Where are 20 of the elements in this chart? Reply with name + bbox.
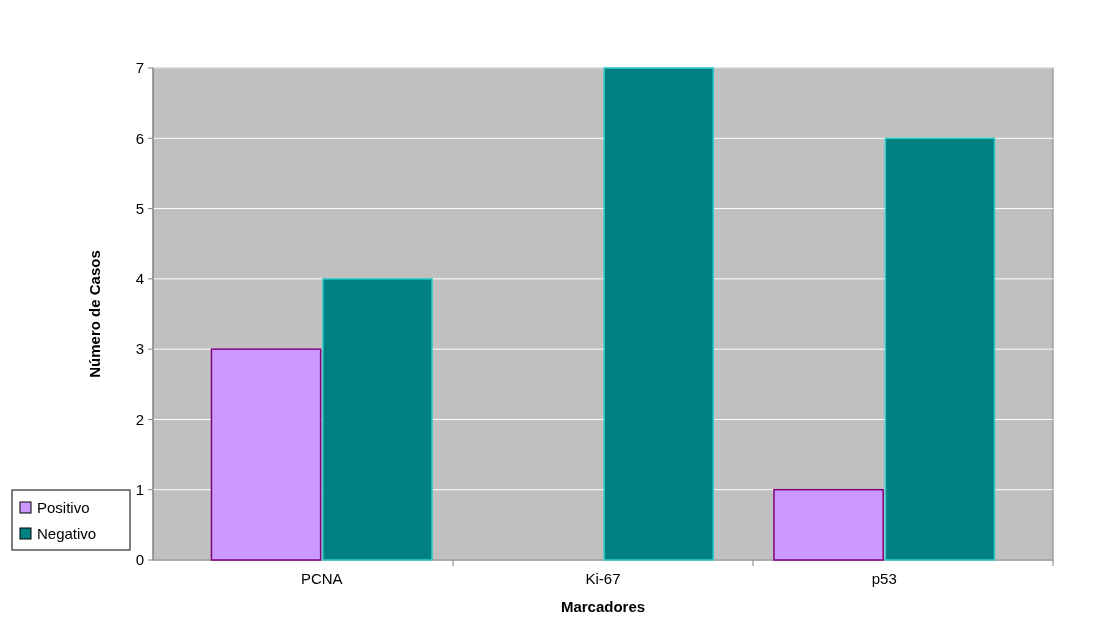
bar <box>210 348 322 561</box>
bar <box>603 67 715 561</box>
y-tick-label: 7 <box>135 59 144 77</box>
legend-label: Negativo <box>37 525 97 543</box>
legend-label: Positivo <box>37 499 90 517</box>
y-axis-title: Número de Casos <box>86 250 103 378</box>
bar <box>773 488 884 561</box>
x-tick-label: Ki-67 <box>585 570 621 587</box>
bar <box>884 137 996 561</box>
y-tick-label: 3 <box>135 340 144 358</box>
x-axis-title: Marcadores <box>560 598 646 615</box>
y-tick-label: 0 <box>135 551 144 569</box>
bar <box>322 278 433 561</box>
x-tick-label: p53 <box>871 570 897 587</box>
y-tick-label: 1 <box>135 480 144 498</box>
y-tick-label: 4 <box>135 270 144 288</box>
y-tick-label: 5 <box>135 199 144 217</box>
y-tick-label: 2 <box>135 410 144 428</box>
x-tick-label: PCNA <box>300 570 343 587</box>
y-tick-label: 6 <box>135 129 144 147</box>
